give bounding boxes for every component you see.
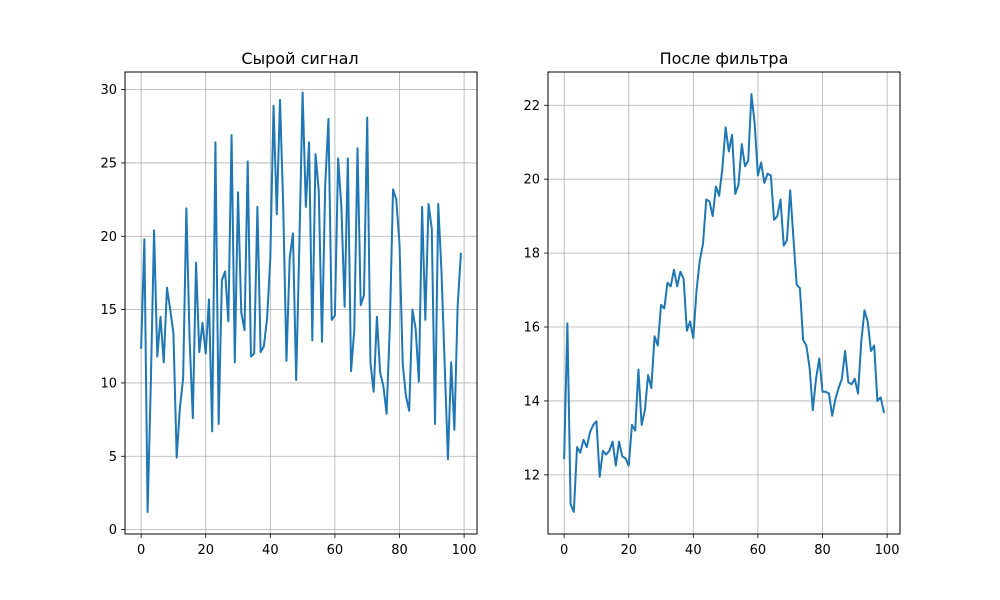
filtered-signal-y-tick-label: 12 — [523, 468, 540, 483]
filtered-signal-axes-frame — [547, 71, 901, 535]
raw-signal-y-tick-label: 20 — [100, 230, 117, 245]
filtered-signal-x-tick-label: 80 — [814, 543, 831, 558]
filtered-signal-series-line — [563, 93, 886, 513]
filtered-signal-x-tick-label: 0 — [560, 543, 568, 558]
filtered-signal-x-tick-label: 100 — [875, 543, 900, 558]
filtered-signal-ticks: 0 20 40 60 80 100 12 14 16 18 20 22 — [523, 99, 899, 558]
raw-signal-title: Сырой сигнал — [241, 49, 358, 68]
raw-signal-x-tick-label: 40 — [262, 543, 279, 558]
raw-signal-x-tick-label: 60 — [327, 543, 344, 558]
raw-signal-panel: Сырой сигнал 0 20 40 60 80 100 0 5 10 15 20 25 30 — [100, 49, 478, 558]
filtered-signal-y-tick-label: 16 — [523, 321, 540, 336]
filtered-signal-title: После фильтра — [660, 49, 789, 68]
raw-signal-y-tick-label: 25 — [100, 156, 117, 171]
raw-signal-x-tick-label: 0 — [137, 543, 145, 558]
filtered-signal-series-layer — [563, 93, 886, 513]
raw-signal-x-tick-label: 100 — [452, 543, 477, 558]
filtered-signal-panel: После фильтра 0 20 40 60 80 100 12 14 16 18 20 22 — [523, 49, 901, 558]
raw-signal-x-tick-label: 80 — [391, 543, 408, 558]
raw-signal-x-tick-label: 20 — [197, 543, 214, 558]
filtered-signal-grid — [548, 72, 900, 534]
raw-signal-y-tick-label: 10 — [100, 376, 117, 391]
filtered-signal-x-tick-label: 20 — [620, 543, 637, 558]
raw-signal-y-tick-label: 0 — [109, 523, 117, 538]
filtered-signal-x-tick-label: 60 — [750, 543, 767, 558]
filtered-signal-y-tick-label: 18 — [523, 247, 540, 262]
filtered-signal-x-tick-label: 40 — [685, 543, 702, 558]
filtered-signal-y-tick-label: 14 — [523, 394, 540, 409]
raw-signal-y-tick-label: 30 — [100, 83, 117, 98]
raw-signal-ticks: 0 20 40 60 80 100 0 5 10 15 20 25 30 — [100, 83, 476, 558]
raw-signal-axes-frame — [124, 71, 478, 535]
raw-signal-y-tick-label: 5 — [109, 450, 117, 465]
raw-signal-series-layer — [140, 91, 462, 513]
filtered-signal-y-tick-label: 20 — [523, 173, 540, 188]
raw-signal-series-line — [140, 91, 462, 513]
raw-signal-y-tick-label: 15 — [100, 303, 117, 318]
filtered-signal-y-tick-label: 22 — [523, 99, 540, 114]
